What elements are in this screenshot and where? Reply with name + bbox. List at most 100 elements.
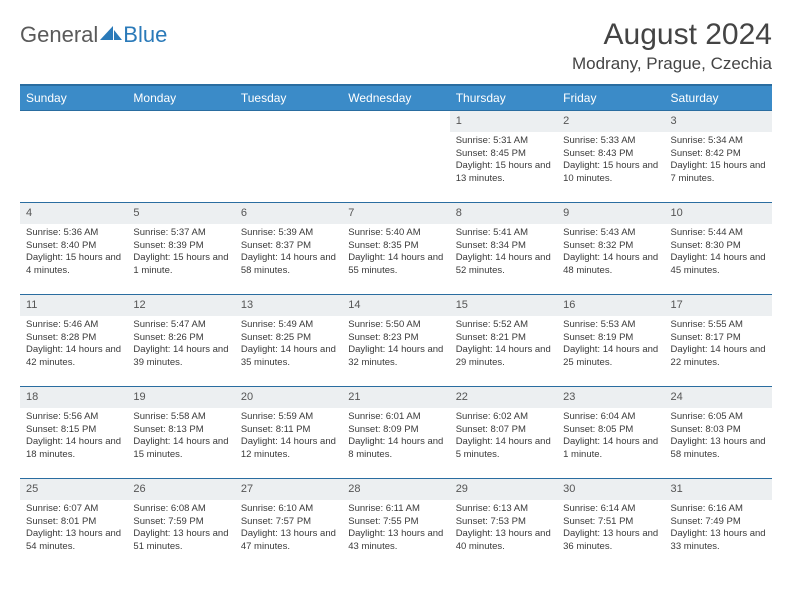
day-number: 21 (342, 387, 449, 408)
day-number: 2 (557, 111, 664, 132)
day-body: Sunrise: 6:13 AMSunset: 7:53 PMDaylight:… (450, 500, 557, 558)
calendar-day-cell: 15Sunrise: 5:52 AMSunset: 8:21 PMDayligh… (450, 295, 557, 387)
calendar-day-cell: 1Sunrise: 5:31 AMSunset: 8:45 PMDaylight… (450, 111, 557, 203)
day-body: Sunrise: 5:50 AMSunset: 8:23 PMDaylight:… (342, 316, 449, 374)
day-number: 1 (450, 111, 557, 132)
calendar-day-cell: 21Sunrise: 6:01 AMSunset: 8:09 PMDayligh… (342, 387, 449, 479)
header: General Blue August 2024 Modrany, Prague… (20, 18, 772, 74)
day-body: Sunrise: 5:39 AMSunset: 8:37 PMDaylight:… (235, 224, 342, 282)
calendar-day-cell (235, 111, 342, 203)
calendar-day-cell: 16Sunrise: 5:53 AMSunset: 8:19 PMDayligh… (557, 295, 664, 387)
calendar-week-row: 11Sunrise: 5:46 AMSunset: 8:28 PMDayligh… (20, 295, 772, 387)
day-number: 8 (450, 203, 557, 224)
calendar-day-cell: 5Sunrise: 5:37 AMSunset: 8:39 PMDaylight… (127, 203, 234, 295)
day-body: Sunrise: 6:07 AMSunset: 8:01 PMDaylight:… (20, 500, 127, 558)
day-number: 13 (235, 295, 342, 316)
day-number: 20 (235, 387, 342, 408)
day-number: 10 (665, 203, 772, 224)
weekday-header: Sunday (20, 85, 127, 111)
day-body: Sunrise: 5:53 AMSunset: 8:19 PMDaylight:… (557, 316, 664, 374)
weekday-header: Saturday (665, 85, 772, 111)
day-number: 6 (235, 203, 342, 224)
calendar-day-cell: 7Sunrise: 5:40 AMSunset: 8:35 PMDaylight… (342, 203, 449, 295)
calendar-day-cell: 18Sunrise: 5:56 AMSunset: 8:15 PMDayligh… (20, 387, 127, 479)
day-number: 24 (665, 387, 772, 408)
calendar-body: 1Sunrise: 5:31 AMSunset: 8:45 PMDaylight… (20, 111, 772, 571)
calendar-day-cell: 8Sunrise: 5:41 AMSunset: 8:34 PMDaylight… (450, 203, 557, 295)
day-body: Sunrise: 6:10 AMSunset: 7:57 PMDaylight:… (235, 500, 342, 558)
day-number: 4 (20, 203, 127, 224)
calendar-day-cell: 29Sunrise: 6:13 AMSunset: 7:53 PMDayligh… (450, 479, 557, 571)
calendar-day-cell: 2Sunrise: 5:33 AMSunset: 8:43 PMDaylight… (557, 111, 664, 203)
day-number: 18 (20, 387, 127, 408)
calendar-day-cell: 4Sunrise: 5:36 AMSunset: 8:40 PMDaylight… (20, 203, 127, 295)
day-number: 26 (127, 479, 234, 500)
calendar-day-cell: 30Sunrise: 6:14 AMSunset: 7:51 PMDayligh… (557, 479, 664, 571)
calendar-week-row: 18Sunrise: 5:56 AMSunset: 8:15 PMDayligh… (20, 387, 772, 479)
day-number: 15 (450, 295, 557, 316)
day-number: 28 (342, 479, 449, 500)
calendar-day-cell: 31Sunrise: 6:16 AMSunset: 7:49 PMDayligh… (665, 479, 772, 571)
day-body: Sunrise: 5:58 AMSunset: 8:13 PMDaylight:… (127, 408, 234, 466)
logo-sail-icon (100, 22, 122, 48)
calendar-day-cell: 12Sunrise: 5:47 AMSunset: 8:26 PMDayligh… (127, 295, 234, 387)
calendar-week-row: 1Sunrise: 5:31 AMSunset: 8:45 PMDaylight… (20, 111, 772, 203)
day-number: 7 (342, 203, 449, 224)
day-body: Sunrise: 5:33 AMSunset: 8:43 PMDaylight:… (557, 132, 664, 190)
day-number: 5 (127, 203, 234, 224)
day-body: Sunrise: 5:31 AMSunset: 8:45 PMDaylight:… (450, 132, 557, 190)
calendar-day-cell (127, 111, 234, 203)
day-number: 11 (20, 295, 127, 316)
day-body: Sunrise: 5:59 AMSunset: 8:11 PMDaylight:… (235, 408, 342, 466)
day-body: Sunrise: 6:02 AMSunset: 8:07 PMDaylight:… (450, 408, 557, 466)
calendar-week-row: 25Sunrise: 6:07 AMSunset: 8:01 PMDayligh… (20, 479, 772, 571)
month-title: August 2024 (572, 18, 772, 52)
calendar-day-cell: 25Sunrise: 6:07 AMSunset: 8:01 PMDayligh… (20, 479, 127, 571)
day-body: Sunrise: 5:47 AMSunset: 8:26 PMDaylight:… (127, 316, 234, 374)
day-body: Sunrise: 6:01 AMSunset: 8:09 PMDaylight:… (342, 408, 449, 466)
day-number: 16 (557, 295, 664, 316)
weekday-header: Tuesday (235, 85, 342, 111)
day-number: 19 (127, 387, 234, 408)
calendar-day-cell: 17Sunrise: 5:55 AMSunset: 8:17 PMDayligh… (665, 295, 772, 387)
weekday-header: Thursday (450, 85, 557, 111)
day-body: Sunrise: 6:04 AMSunset: 8:05 PMDaylight:… (557, 408, 664, 466)
day-body: Sunrise: 5:37 AMSunset: 8:39 PMDaylight:… (127, 224, 234, 282)
calendar-day-cell: 9Sunrise: 5:43 AMSunset: 8:32 PMDaylight… (557, 203, 664, 295)
day-body: Sunrise: 6:05 AMSunset: 8:03 PMDaylight:… (665, 408, 772, 466)
calendar-day-cell: 24Sunrise: 6:05 AMSunset: 8:03 PMDayligh… (665, 387, 772, 479)
calendar-day-cell: 13Sunrise: 5:49 AMSunset: 8:25 PMDayligh… (235, 295, 342, 387)
day-body: Sunrise: 6:14 AMSunset: 7:51 PMDaylight:… (557, 500, 664, 558)
calendar-day-cell: 19Sunrise: 5:58 AMSunset: 8:13 PMDayligh… (127, 387, 234, 479)
day-body: Sunrise: 5:56 AMSunset: 8:15 PMDaylight:… (20, 408, 127, 466)
weekday-header: Wednesday (342, 85, 449, 111)
day-body: Sunrise: 5:46 AMSunset: 8:28 PMDaylight:… (20, 316, 127, 374)
weekday-header: Friday (557, 85, 664, 111)
day-body: Sunrise: 5:43 AMSunset: 8:32 PMDaylight:… (557, 224, 664, 282)
calendar-table: SundayMondayTuesdayWednesdayThursdayFrid… (20, 84, 772, 571)
calendar-day-cell: 22Sunrise: 6:02 AMSunset: 8:07 PMDayligh… (450, 387, 557, 479)
location: Modrany, Prague, Czechia (572, 54, 772, 74)
day-number: 22 (450, 387, 557, 408)
day-number: 27 (235, 479, 342, 500)
day-body: Sunrise: 5:36 AMSunset: 8:40 PMDaylight:… (20, 224, 127, 282)
calendar-day-cell (20, 111, 127, 203)
day-number: 14 (342, 295, 449, 316)
day-body: Sunrise: 5:40 AMSunset: 8:35 PMDaylight:… (342, 224, 449, 282)
title-block: August 2024 Modrany, Prague, Czechia (572, 18, 772, 74)
calendar-day-cell: 28Sunrise: 6:11 AMSunset: 7:55 PMDayligh… (342, 479, 449, 571)
logo-text-1: General (20, 22, 98, 48)
day-number: 25 (20, 479, 127, 500)
day-body: Sunrise: 5:49 AMSunset: 8:25 PMDaylight:… (235, 316, 342, 374)
day-body: Sunrise: 6:16 AMSunset: 7:49 PMDaylight:… (665, 500, 772, 558)
day-body: Sunrise: 6:08 AMSunset: 7:59 PMDaylight:… (127, 500, 234, 558)
calendar-day-cell: 6Sunrise: 5:39 AMSunset: 8:37 PMDaylight… (235, 203, 342, 295)
calendar-day-cell: 23Sunrise: 6:04 AMSunset: 8:05 PMDayligh… (557, 387, 664, 479)
day-number: 3 (665, 111, 772, 132)
day-number: 29 (450, 479, 557, 500)
day-body: Sunrise: 5:34 AMSunset: 8:42 PMDaylight:… (665, 132, 772, 190)
day-number: 31 (665, 479, 772, 500)
logo: General Blue (20, 18, 167, 48)
calendar-day-cell: 26Sunrise: 6:08 AMSunset: 7:59 PMDayligh… (127, 479, 234, 571)
day-number: 23 (557, 387, 664, 408)
